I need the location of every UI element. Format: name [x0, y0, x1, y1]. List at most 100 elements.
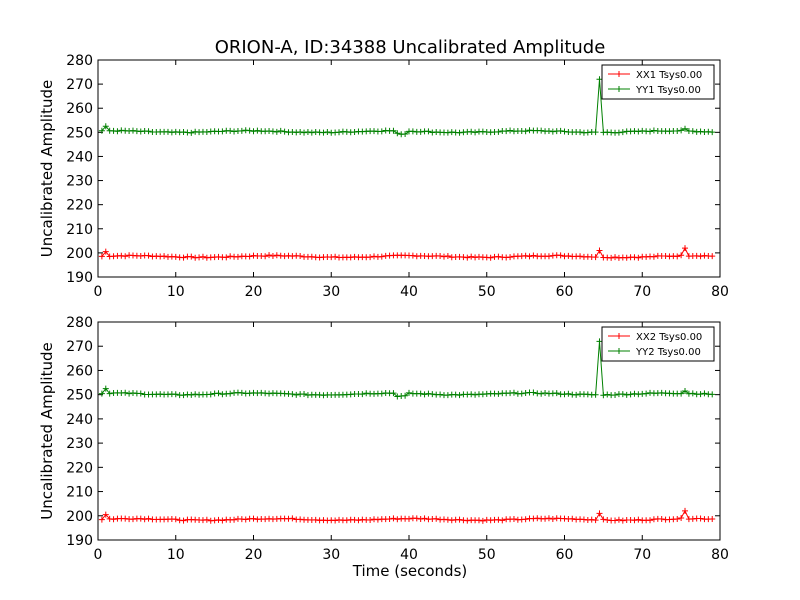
data-point [188, 253, 195, 260]
data-point [250, 128, 257, 135]
data-point [538, 127, 545, 134]
data-point [172, 391, 179, 398]
data-point [468, 128, 475, 135]
data-point [417, 390, 424, 397]
data-point [682, 245, 689, 252]
data-point [542, 389, 549, 396]
data-point [674, 515, 681, 522]
legend: XX1 Tsys0.00 YY1 Tsys0.00 [601, 64, 715, 100]
data-point [464, 254, 471, 261]
data-point [440, 253, 447, 260]
data-point [460, 254, 467, 261]
data-point [561, 391, 568, 398]
subplot-1: 0 10 20 30 40 50 60 70 80 190 200 210 220 230 240 250 26… [38, 53, 729, 300]
data-point [612, 254, 619, 261]
data-point [573, 391, 580, 398]
data-point [199, 253, 206, 260]
data-point [102, 385, 109, 392]
data-point [378, 128, 385, 135]
data-point [487, 254, 494, 261]
data-point [569, 515, 576, 522]
data-point [600, 516, 607, 523]
data-point [592, 517, 599, 524]
data-point [394, 130, 401, 137]
data-point [697, 391, 704, 398]
y-tick-label: 190 [66, 270, 93, 286]
x-tick-label: 20 [245, 284, 263, 300]
data-point [452, 391, 459, 398]
data-point [612, 392, 619, 399]
data-point [215, 390, 222, 397]
data-point [472, 129, 479, 136]
data-point [678, 390, 685, 397]
data-point [203, 516, 210, 523]
data-point [374, 516, 381, 523]
data-point [242, 516, 249, 523]
data-point [297, 128, 304, 135]
data-point [180, 392, 187, 399]
data-point [468, 391, 475, 398]
data-point [444, 392, 451, 399]
series-xx2-tsys0-00 [98, 507, 716, 524]
x-tick-label: 70 [633, 284, 651, 300]
data-point [615, 516, 622, 523]
data-point [495, 128, 502, 135]
data-point [219, 517, 226, 524]
legend-swatch-marker [616, 86, 622, 92]
data-point [359, 391, 366, 398]
x-tick-label: 10 [167, 284, 185, 300]
data-point [507, 127, 514, 134]
y-tick-label: 250 [66, 388, 93, 404]
data-point [114, 128, 121, 135]
data-point [495, 390, 502, 397]
x-tick-label: 0 [94, 284, 103, 300]
data-point [503, 128, 510, 135]
x-tick-label: 60 [556, 284, 574, 300]
data-point [320, 129, 327, 136]
data-point [619, 129, 626, 136]
data-point [678, 515, 685, 522]
data-point [219, 128, 226, 135]
data-point [281, 128, 288, 135]
x-tick-label: 40 [400, 284, 418, 300]
data-point [145, 128, 152, 135]
data-point [596, 76, 603, 83]
legend-label: XX1 Tsys0.00 [636, 70, 702, 81]
y-tick-label: 230 [66, 174, 93, 190]
y-tick-label: 200 [66, 246, 93, 262]
data-point [425, 390, 432, 397]
data-point [522, 516, 529, 523]
y-tick-label: 270 [66, 339, 93, 355]
y-tick-label: 220 [66, 460, 93, 476]
data-point [106, 390, 113, 397]
data-point [678, 127, 685, 134]
data-point [608, 254, 615, 261]
legend-swatch-marker [616, 348, 622, 354]
data-point [530, 252, 537, 259]
legend-swatch-marker [616, 71, 622, 77]
data-point [297, 253, 304, 260]
data-point [301, 129, 308, 136]
chart-title: ORION-A, ID:34388 Uncalibrated Amplitude [215, 37, 606, 58]
data-point [456, 392, 463, 399]
data-point [277, 127, 284, 134]
data-point [689, 390, 696, 397]
data-point [522, 128, 529, 135]
legend-label: YY2 Tsys0.00 [635, 347, 701, 358]
data-point [289, 515, 296, 522]
data-point [600, 392, 607, 399]
data-point [697, 515, 704, 522]
y-tick-label: 200 [66, 509, 93, 525]
data-point [542, 515, 549, 522]
data-point [553, 390, 560, 397]
data-point [390, 515, 397, 522]
data-point [409, 252, 416, 259]
data-point [219, 391, 226, 398]
data-point [102, 511, 109, 518]
data-point [417, 128, 424, 135]
data-point [304, 129, 311, 136]
legend-label: YY1 Tsys0.00 [635, 85, 701, 96]
y-tick-label: 260 [66, 101, 93, 117]
data-point [301, 390, 308, 397]
data-point [709, 129, 716, 136]
